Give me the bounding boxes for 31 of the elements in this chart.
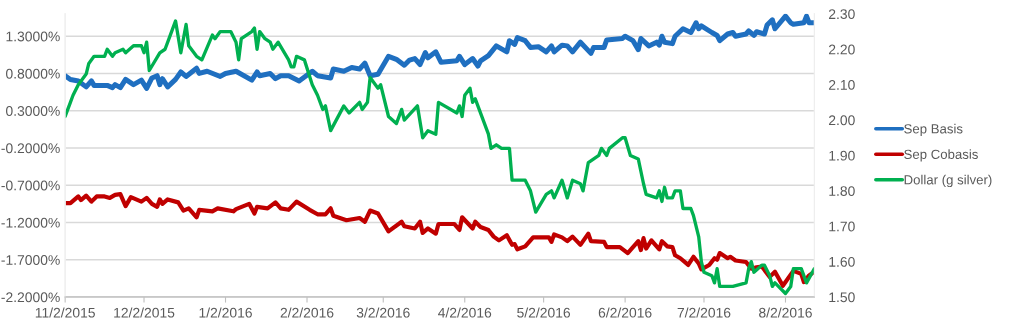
y-tick-label: -2.2000% xyxy=(1,292,60,303)
y-tick-label: 1.3000% xyxy=(6,31,60,42)
x-tick-label: 1/2/2016 xyxy=(199,307,252,318)
legend-label: Sep Cobasis xyxy=(904,149,978,162)
x-tick-label: 3/2/2016 xyxy=(356,307,410,318)
y-tick-label: 0.3000% xyxy=(6,106,60,116)
line-series xyxy=(65,192,815,288)
y2-tick-label: 2.10 xyxy=(828,79,855,90)
x-tick-label: 4/2/2016 xyxy=(438,307,492,318)
y2-tick-label: 1.80 xyxy=(829,186,855,196)
x-tick-label: 8/2/2016 xyxy=(759,307,812,318)
x-tick-label: 6/2/2016 xyxy=(598,307,652,318)
x-tick-label: 5/2/2016 xyxy=(517,307,571,318)
x-tick-label: 11/2/2015 xyxy=(35,307,95,318)
legend-label: Dollar (g silver) xyxy=(904,174,992,188)
x-tick-label: 2/2/2016 xyxy=(280,307,334,318)
y-tick-label: 0.8000% xyxy=(6,68,60,79)
y-tick-label: -0.2000% xyxy=(1,143,60,154)
y2-tick-label: 1.90 xyxy=(829,150,855,161)
y-tick-label: -0.7000% xyxy=(1,180,60,191)
x-tick-label: 7/2/2016 xyxy=(677,307,731,318)
y2-tick-label: 1.70 xyxy=(829,221,855,232)
x-tick-label: 12/2/2015 xyxy=(114,307,175,318)
y2-tick-label: 2.00 xyxy=(828,115,855,126)
y2-tick-label: 2.30 xyxy=(828,9,855,20)
y2-tick-label: 2.20 xyxy=(828,44,855,55)
legend-label: Sep Basis xyxy=(904,123,963,137)
y-tick-label: -1.2000% xyxy=(1,217,60,228)
y2-tick-label: 1.60 xyxy=(829,256,855,267)
y-tick-label: -1.7000% xyxy=(1,255,60,265)
y2-tick-label: 1.50 xyxy=(829,292,855,303)
